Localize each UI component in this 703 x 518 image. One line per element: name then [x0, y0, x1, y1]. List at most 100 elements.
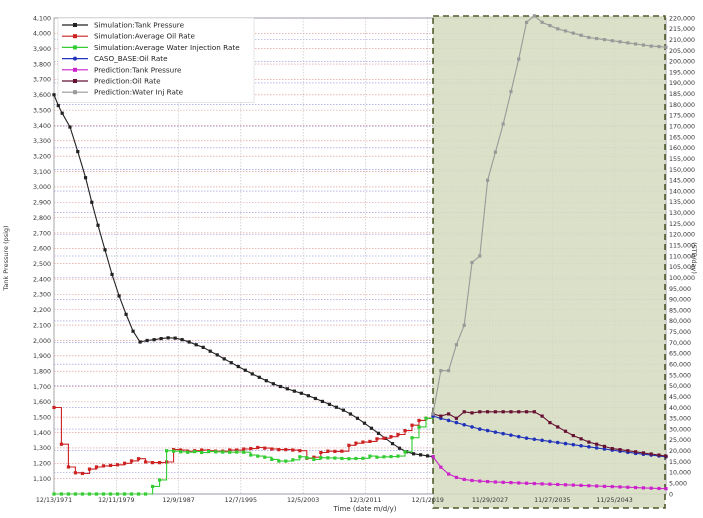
y-tick-label-right: 190,000	[669, 80, 695, 87]
series-point-1	[389, 435, 393, 439]
series-point-1	[101, 464, 106, 468]
series-point-0	[96, 223, 100, 227]
y-tick-label-right: 140,000	[669, 188, 695, 195]
series-point-6	[649, 44, 653, 48]
series-point-2	[52, 492, 56, 496]
series-point-3	[571, 442, 576, 447]
y-tick-label-right: 160,000	[669, 145, 695, 152]
y-tick-label-right: 215,000	[669, 26, 695, 33]
y-tick-label-right: 205,000	[669, 48, 695, 55]
legend-label: Prediction:Oil Rate	[94, 77, 161, 86]
y-tick-label-left: 1,900	[33, 353, 51, 360]
series-point-4	[579, 483, 583, 488]
series-point-1	[347, 443, 351, 447]
series-point-1	[403, 429, 407, 433]
series-point-5	[657, 453, 661, 457]
series-point-0	[159, 337, 163, 341]
series-point-5	[517, 410, 521, 414]
series-point-2	[403, 450, 407, 454]
series-point-0	[229, 361, 233, 365]
x-tick-label: 12/5/2003	[287, 497, 319, 504]
series-point-3	[501, 431, 505, 436]
y-tick-label-right: 10,000	[669, 470, 691, 477]
x-axis-title: Time (date m/d/y)	[333, 505, 397, 513]
legend-swatch-marker	[73, 67, 77, 72]
y-tick-label-left: 3,100	[33, 169, 51, 176]
series-point-2	[298, 455, 302, 459]
series-point-3	[555, 440, 560, 445]
y-tick-label-right: 210,000	[669, 37, 695, 44]
series-point-1	[87, 467, 92, 471]
y-tick-label-left: 2,800	[33, 215, 51, 222]
legend-label: Prediction:Tank Pressure	[94, 65, 182, 74]
series-point-5	[641, 451, 646, 455]
series-point-0	[236, 364, 240, 369]
series-point-0	[369, 426, 374, 430]
series-point-6	[587, 35, 591, 40]
y-tick-label-right: 40,000	[669, 405, 691, 412]
series-point-0	[418, 453, 423, 457]
series-point-3	[548, 439, 552, 444]
series-point-5	[439, 414, 443, 418]
series-point-1	[382, 436, 386, 440]
series-point-2	[340, 456, 344, 461]
series-point-2	[361, 456, 365, 460]
y-tick-label-right: 85,000	[669, 307, 691, 314]
series-point-6	[641, 43, 646, 47]
legend[interactable]: Simulation:Tank Pressure Simulation:Avera…	[57, 17, 255, 103]
series-point-0	[222, 357, 226, 361]
legend-swatch-marker	[73, 56, 77, 61]
x-tick-label: 12/11/1979	[98, 497, 134, 504]
y-tick-label-right: 20,000	[669, 448, 691, 455]
y-axis-title-right: (STB/day)	[690, 242, 698, 274]
series-point-2	[59, 492, 64, 496]
series-point-0	[299, 391, 303, 395]
series-point-6	[485, 178, 490, 182]
series-point-5	[540, 414, 544, 418]
series-point-0	[425, 454, 430, 458]
y-tick-label-left: 3,300	[33, 138, 51, 145]
legend-label: CASO_BASE:Oil Rate	[94, 54, 168, 63]
series-point-0	[131, 329, 135, 333]
series-point-1	[129, 459, 134, 463]
series-point-5	[634, 450, 638, 454]
series-point-2	[122, 492, 127, 496]
series-point-0	[327, 402, 332, 406]
series-point-2	[263, 455, 267, 459]
series-point-2	[235, 450, 239, 454]
series-point-5	[485, 410, 490, 414]
series-point-0	[264, 379, 268, 383]
y-tick-label-right: 95,000	[669, 286, 691, 293]
series-point-6	[517, 57, 521, 61]
y-tick-label-left: 4,000	[33, 31, 51, 38]
y-tick-label-right: 30,000	[669, 426, 691, 433]
series-point-6	[618, 40, 622, 44]
series-point-2	[157, 478, 162, 482]
series-point-1	[52, 405, 56, 410]
y-tick-label-right: 75,000	[669, 329, 691, 336]
y-tick-label-left: 1,200	[33, 461, 51, 468]
series-point-2	[347, 457, 351, 461]
series-point-5	[470, 411, 474, 415]
series-point-0	[145, 338, 149, 343]
series-point-5	[447, 412, 451, 416]
series-point-5	[454, 416, 459, 420]
series-point-6	[470, 260, 474, 265]
series-point-3	[509, 433, 513, 437]
series-point-5	[571, 433, 575, 438]
series-point-1	[73, 471, 78, 475]
series-point-6	[563, 29, 568, 33]
series-layer	[52, 14, 668, 496]
series-point-1	[115, 463, 120, 467]
series-point-0	[271, 382, 275, 386]
series-point-2	[101, 492, 106, 496]
y-tick-label-right: 90,000	[669, 297, 691, 304]
series-point-0	[306, 394, 310, 398]
series-point-2	[326, 456, 330, 460]
legend-swatch-marker	[73, 90, 77, 95]
series-point-2	[305, 456, 309, 460]
series-point-3	[563, 441, 568, 446]
series-point-0	[180, 338, 184, 342]
y-tick-label-left: 2,700	[33, 230, 51, 237]
series-point-0	[166, 336, 170, 340]
